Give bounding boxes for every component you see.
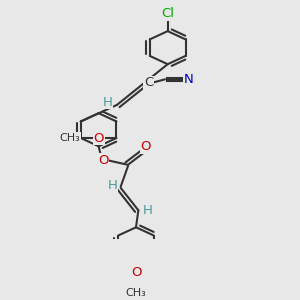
Text: O: O [94,131,104,145]
Text: CH₃: CH₃ [126,288,146,298]
Text: O: O [98,154,108,167]
Text: O: O [131,266,141,279]
Text: CH₃: CH₃ [60,133,81,143]
Text: H: H [143,204,153,217]
Text: C: C [144,76,153,89]
Text: O: O [140,140,151,153]
Text: N: N [184,73,194,86]
Text: Cl: Cl [161,7,174,20]
Text: H: H [103,96,112,109]
Text: H: H [107,178,117,191]
